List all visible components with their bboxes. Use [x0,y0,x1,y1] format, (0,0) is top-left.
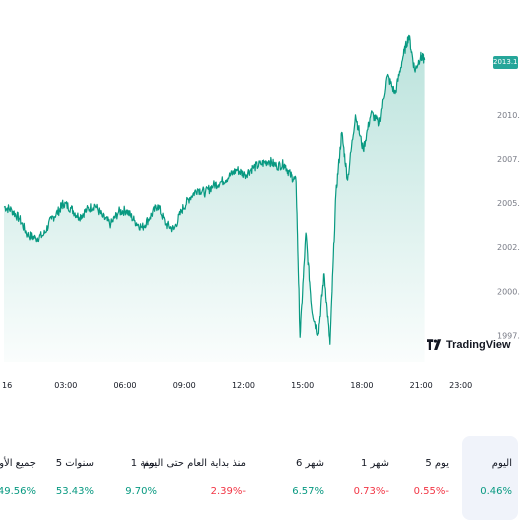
y-tick-label: 2007.50 [497,155,520,164]
period-change-value: 0.46% [480,486,512,497]
x-tick-label: 15:00 [291,381,314,390]
period-label: 1 شهر [360,458,389,469]
period-card[interactable]: 1 شهر 0.73%- [335,436,395,520]
period-card[interactable]: اليوم 0.46% [462,436,518,520]
y-tick-label: 1997.50 [497,332,520,341]
x-tick-label: 06:00 [113,381,136,390]
chart-canvas[interactable]: 2010.00 2007.50 2005.00 2002.50 2000.00 1997.… [0,0,520,400]
tradingview-logo[interactable]: TradingView [427,335,511,355]
price-chart[interactable]: 2010.00 2007.50 2005.00 2002.50 2000.00 1997.… [0,0,520,400]
period-label: 5 سنوات [55,458,94,469]
period-change-value: 9649.56% [0,486,36,497]
period-label: 6 شهر [295,458,324,469]
period-label: 1 سنة [130,458,157,469]
x-tick-label: 16 [2,381,12,390]
y-axis: 2010.00 2007.50 2005.00 2002.50 2000.00 1997.… [497,111,520,341]
x-tick-label: 18:00 [350,381,373,390]
period-change-value: 53.43% [55,486,94,497]
x-axis: 16 03:00 06:00 09:00 12:00 15:00 18:00 21:00 23:… [2,381,472,390]
x-tick-label: 03:00 [54,381,77,390]
performance-periods: اليوم 0.46% 5 يوم 0.55%- 1 شهر 0.73%- 6 شهر 6.5… [0,436,520,520]
period-change-value: 6.57% [292,486,324,497]
period-card[interactable]: 6 شهر 6.57% [270,436,330,520]
tradingview-wordmark: TradingView [446,339,511,351]
period-change-value: 0.55%- [413,486,449,497]
period-card[interactable]: 5 يوم 0.55%- [395,436,455,520]
x-tick-label: 23:00 [449,381,472,390]
price-line [3,34,426,345]
period-card[interactable]: 1 سنة 9.70% [103,436,163,520]
period-label: جميع الأوقات [0,458,36,469]
y-tick-label: 2000.00 [497,287,520,296]
period-change-value: 0.73%- [353,486,389,497]
period-change-value: 2.39%- [210,486,246,497]
y-tick-label: 2002.50 [497,243,520,252]
tradingview-mark-icon [427,338,442,350]
period-label: 5 يوم [425,458,449,469]
x-tick-label: 21:00 [410,381,433,390]
y-tick-label: 2010.00 [497,111,520,120]
last-price-badge: 2013.10 [493,56,520,69]
x-tick-label: 12:00 [232,381,255,390]
period-card[interactable]: منذ بداية العام حتى اليوم 2.39%- [142,436,252,520]
period-label: منذ بداية العام حتى اليوم [143,458,246,469]
y-tick-label: 2005.00 [497,199,520,208]
price-area-fill [4,35,425,363]
period-card[interactable]: 5 سنوات 53.43% [40,436,100,520]
period-card[interactable]: جميع الأوقات 9649.56% [0,436,42,520]
period-label: اليوم [491,458,512,469]
period-change-value: 9.70% [125,486,157,497]
x-tick-label: 09:00 [173,381,196,390]
